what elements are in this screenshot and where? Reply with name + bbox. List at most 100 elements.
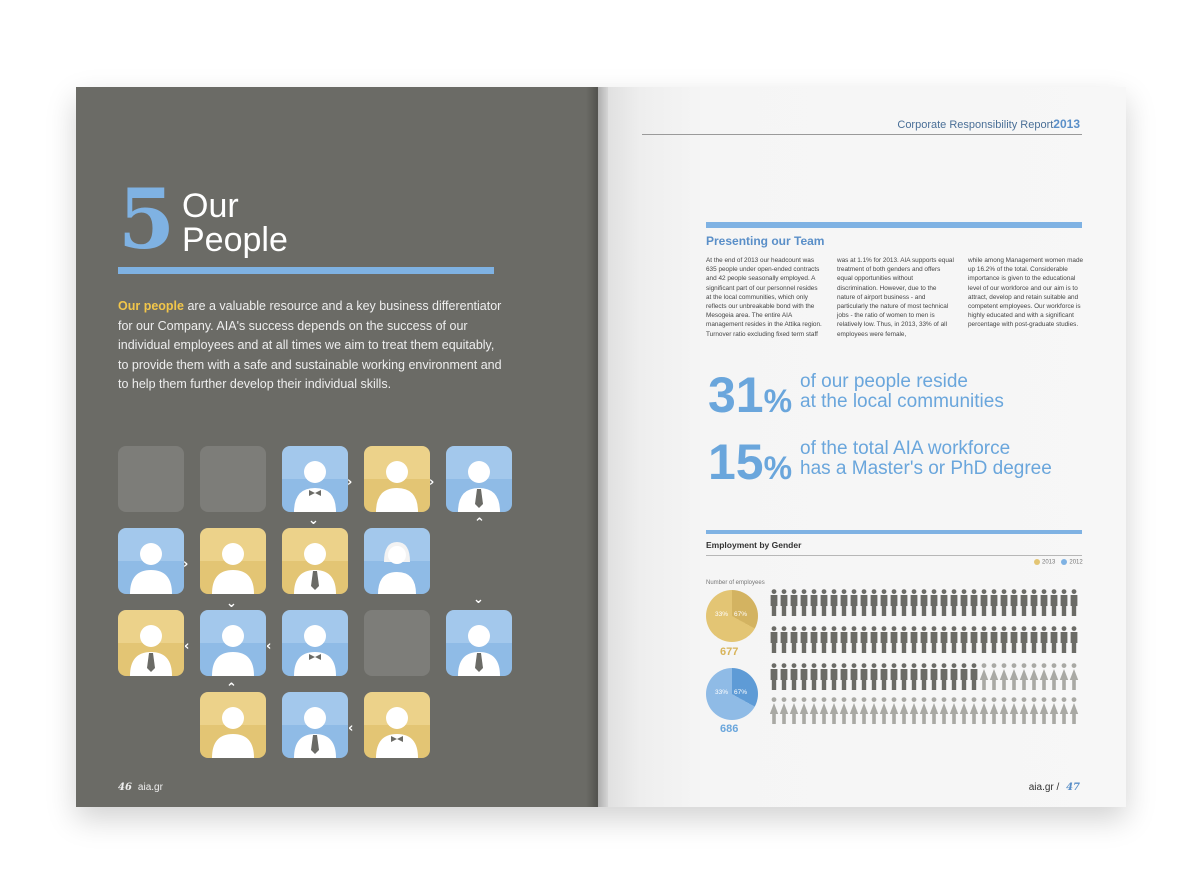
person-icon	[800, 663, 808, 690]
woman-icon	[829, 697, 839, 724]
person-icon	[910, 589, 918, 616]
woman-icon	[1019, 697, 1029, 724]
report-header: Corporate Responsibility Report2013	[897, 117, 1080, 131]
person-icon	[890, 663, 898, 690]
person-icon	[860, 663, 868, 690]
person-icon	[1010, 626, 1018, 653]
person-icon	[930, 626, 938, 653]
pie-2012-male: 67%	[734, 689, 748, 696]
tie-person-icon	[282, 528, 348, 594]
woman-icon	[1029, 697, 1039, 724]
woman-icon	[1049, 663, 1059, 690]
woman-icon	[779, 697, 789, 724]
tie-person-icon	[446, 446, 512, 512]
woman-icon	[1069, 697, 1079, 724]
person-icon	[980, 626, 988, 653]
person-icon	[990, 589, 998, 616]
legend-2013: 2013	[1034, 559, 1055, 566]
person-icon	[118, 528, 184, 594]
person-icon	[780, 589, 788, 616]
person-icon	[1020, 626, 1028, 653]
woman-icon	[989, 663, 999, 690]
person-icon	[1070, 626, 1078, 653]
text-column-1: At the end of 2013 our headcount was 635…	[706, 257, 822, 338]
person-icon	[1000, 589, 1008, 616]
woman-icon	[1009, 663, 1019, 690]
person-icon	[830, 589, 838, 616]
person-icon	[940, 626, 948, 653]
person-icon	[200, 610, 266, 676]
text-columns: At the end of 2013 our headcount was 635…	[706, 256, 1086, 339]
chevron-left-icon: ‹	[184, 639, 190, 654]
section-bar	[706, 222, 1082, 228]
person-icon	[920, 663, 928, 690]
pie-2012-female: 33%	[715, 689, 729, 696]
tie-person-icon	[446, 610, 512, 676]
person-icon	[1020, 589, 1028, 616]
person-icon	[364, 446, 430, 512]
section-title: Presenting our Team	[706, 234, 825, 248]
woman-icon	[799, 697, 809, 724]
woman-icon	[1059, 663, 1069, 690]
empty-tile	[364, 610, 430, 676]
legend-2012: 2012	[1061, 559, 1083, 566]
person-icon	[850, 626, 858, 653]
chevron-right-icon: ›	[429, 475, 435, 490]
woman-icon	[809, 697, 819, 724]
pie-2013-male: 67%	[734, 611, 748, 618]
woman-icon	[1029, 663, 1039, 690]
employee-pictogram-rows	[770, 589, 1079, 724]
pie-2012-total: 686	[720, 723, 739, 735]
person-icon	[1070, 589, 1078, 616]
person-icon	[950, 589, 958, 616]
stat1-unit: %	[763, 383, 793, 419]
person-icon	[870, 589, 878, 616]
employment-legend: 2013 2012	[1034, 559, 1083, 566]
person-icon	[900, 626, 908, 653]
person-icon	[960, 626, 968, 653]
person-icon	[840, 626, 848, 653]
pie-2013-total: 677	[720, 646, 739, 658]
person-icon	[880, 589, 888, 616]
person-icon	[790, 663, 798, 690]
woman-icon	[999, 663, 1009, 690]
woman-icon	[919, 697, 929, 724]
person-icon	[200, 528, 266, 594]
person-icon	[930, 663, 938, 690]
left-folio: 46 aia.gr	[118, 782, 163, 793]
person-icon	[850, 589, 858, 616]
stat2-unit: %	[763, 450, 793, 486]
chevron-up-icon: ⌃	[474, 516, 485, 531]
right-site: aia.gr	[1028, 782, 1054, 793]
person-icon	[910, 663, 918, 690]
intro-highlight: Our people	[118, 299, 184, 313]
stat1-value: 31	[708, 367, 764, 423]
person-icon	[860, 589, 868, 616]
person-icon	[920, 589, 928, 616]
woman-icon	[959, 697, 969, 724]
woman-icon	[1069, 663, 1079, 690]
woman-icon	[869, 697, 879, 724]
stat2-line2: has a Master's or PhD degree	[800, 458, 1052, 479]
chevron-down-icon: ⌄	[308, 513, 319, 528]
person-icon	[810, 589, 818, 616]
person-icon	[770, 589, 778, 616]
person-icon	[780, 626, 788, 653]
woman-icon	[999, 697, 1009, 724]
person-icon	[890, 626, 898, 653]
person-icon	[950, 626, 958, 653]
person-icon	[960, 663, 968, 690]
pie-2013-female: 33%	[715, 611, 729, 618]
woman-icon	[1059, 697, 1069, 724]
person-icon	[800, 589, 808, 616]
woman-icon	[859, 697, 869, 724]
person-icon	[940, 663, 948, 690]
person-icon	[900, 663, 908, 690]
woman-icon	[969, 697, 979, 724]
chevron-right-icon: ›	[347, 475, 353, 490]
woman-icon	[819, 697, 829, 724]
person-icon	[790, 626, 798, 653]
person-icon	[860, 626, 868, 653]
woman-icon	[1049, 697, 1059, 724]
person-icon	[920, 626, 928, 653]
